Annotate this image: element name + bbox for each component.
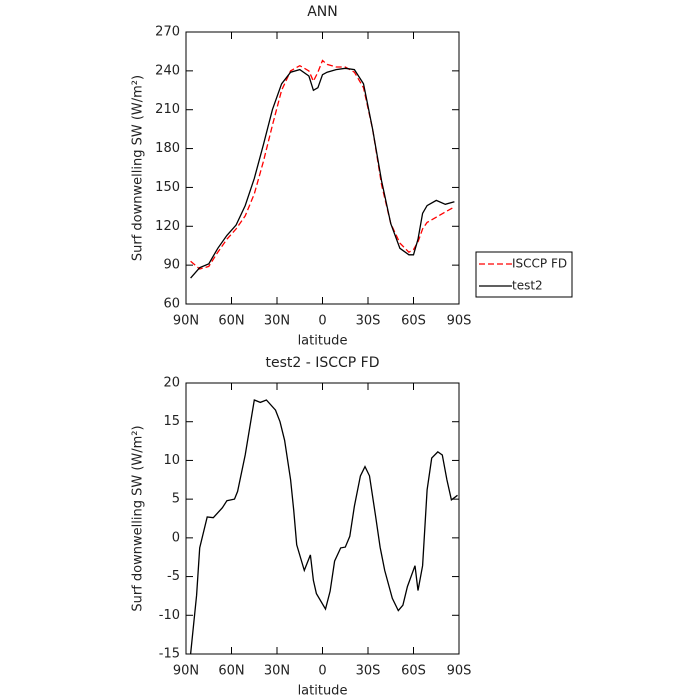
y-tick-label: 240 <box>155 63 180 78</box>
plot-frame <box>185 31 460 305</box>
y-tick-label: 270 <box>155 25 180 40</box>
y-tick-label: 150 <box>155 180 180 195</box>
y-tick-label: 20 <box>163 376 180 391</box>
x-tick-label: 30S <box>356 314 381 329</box>
x-tick-label: 60S <box>401 664 426 679</box>
x-tick-label: 60S <box>401 314 426 329</box>
data-line <box>190 59 455 270</box>
x-tick-label: 90N <box>173 314 199 329</box>
chart-title: ANN <box>307 4 338 20</box>
x-tick-label: 0 <box>318 664 326 679</box>
y-tick-label: 0 <box>172 530 180 545</box>
y-tick-label: 180 <box>155 141 180 156</box>
y-tick-label: 120 <box>155 219 180 234</box>
x-tick-label: 90N <box>173 664 199 679</box>
legend-box <box>475 251 573 298</box>
data-line <box>190 67 455 279</box>
x-tick-label: 30N <box>264 314 290 329</box>
y-tick-label: 5 <box>172 492 180 507</box>
x-tick-label: 30N <box>264 664 290 679</box>
y-axis-title: Surf downwelling SW (W/m²) <box>131 425 146 611</box>
x-tick-label: 60N <box>218 314 244 329</box>
y-tick-label: 15 <box>163 414 180 429</box>
y-tick-label: 210 <box>155 102 180 117</box>
y-tick-label: -5 <box>167 569 180 584</box>
chart-title: test2 - ISCCP FD <box>265 355 379 371</box>
x-tick-label: 30S <box>356 664 381 679</box>
y-tick-label: 90 <box>163 258 180 273</box>
y-tick-label: 60 <box>163 297 180 312</box>
x-axis-title: latitude <box>298 684 348 699</box>
x-tick-label: 0 <box>318 314 326 329</box>
y-axis-title: Surf downwelling SW (W/m²) <box>131 75 146 261</box>
legend-label: ISCCP FD <box>512 257 567 271</box>
y-tick-label: 10 <box>163 453 180 468</box>
data-line <box>189 399 458 655</box>
x-tick-label: 60N <box>218 664 244 679</box>
x-axis-title: latitude <box>298 334 348 349</box>
plot-frame <box>185 382 460 655</box>
y-tick-label: -10 <box>159 608 180 623</box>
legend-label: test2 <box>512 279 543 293</box>
x-tick-label: 90S <box>447 664 472 679</box>
x-tick-label: 90S <box>447 314 472 329</box>
y-tick-label: -15 <box>159 647 180 662</box>
